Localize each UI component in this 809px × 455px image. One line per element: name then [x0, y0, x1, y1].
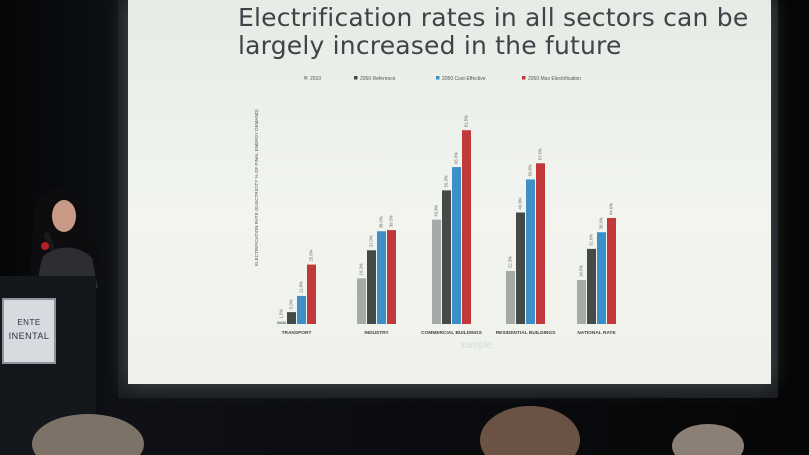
podium-sign-line: ENTE [17, 318, 41, 327]
chart-legend: 2010 2050 Reference 2050 Cost-Effective 205… [304, 76, 581, 82]
legend-swatch [354, 76, 358, 80]
bar [536, 163, 545, 324]
bar [432, 219, 441, 324]
bar [297, 295, 306, 324]
bar [607, 217, 616, 324]
bar [506, 270, 515, 324]
bar [516, 212, 525, 324]
data-label: 18.5% [579, 265, 584, 277]
category-label: NATIONAL RATE [577, 330, 616, 336]
bar [462, 130, 471, 324]
legend-swatch [436, 76, 440, 80]
legend-swatch [522, 76, 526, 80]
data-label: 44.6% [609, 203, 614, 215]
data-label: 25.0% [309, 249, 314, 261]
legend-label: 2050 Cost-Effective [442, 76, 486, 82]
data-label: 22.3% [508, 256, 513, 268]
slide-title: Electrification rates in all sectors can… [238, 3, 749, 60]
bar [377, 231, 386, 324]
legend-label: 2010 [310, 76, 321, 82]
data-label: 67.6% [538, 148, 543, 160]
bar [442, 190, 451, 324]
data-label: 31.0% [369, 235, 374, 247]
data-label: 1.0% [279, 309, 284, 319]
bar [287, 312, 296, 324]
bar [452, 167, 461, 324]
bar [367, 250, 376, 324]
bar [577, 280, 586, 324]
data-label: 19.2% [359, 263, 364, 275]
bar [597, 232, 606, 324]
slide-watermark: xample [460, 340, 493, 351]
category-label: RESIDENTIAL BUILDINGS [496, 330, 556, 336]
data-label: 56.2% [444, 175, 449, 187]
data-label: 66.0% [454, 152, 459, 164]
category-labels: TRANSPORT INDUSTRY COMMERCIAL BUILDINGS RES… [282, 330, 617, 336]
data-label: 11.8% [299, 281, 304, 293]
data-label: 46.9% [518, 197, 523, 209]
legend-label: 2050 Max Electrification [528, 76, 581, 82]
data-label: 39.0% [379, 216, 384, 228]
y-axis-label: ELECTRIFICATION RATE (ELECTRICITY % OF F… [254, 109, 259, 266]
bar-chart: 2010 2050 Reference 2050 Cost-Effective 205… [254, 76, 617, 336]
bar [587, 248, 596, 324]
legend-label: 2050 Reference [360, 76, 396, 82]
bar [387, 230, 396, 324]
data-label: 38.6% [599, 217, 604, 229]
podium-sign-line: INENTAL [8, 331, 50, 341]
category-label: TRANSPORT [282, 330, 312, 336]
data-label: 31.6% [589, 234, 594, 246]
bar [357, 278, 366, 324]
podium-sign: ENTE INENTAL [2, 298, 56, 364]
data-label: 43.9% [434, 204, 439, 216]
data-label: 81.5% [464, 115, 469, 127]
bar [307, 264, 316, 324]
bars [277, 130, 616, 324]
legend-swatch [304, 76, 308, 80]
data-label: 39.5% [389, 215, 394, 227]
bar [277, 321, 286, 324]
data-labels: 1.0% 5.0% 11.8% 25.0% 19.2% 31.0% 39.0% 39.5% 43… [279, 115, 614, 319]
category-label: INDUSTRY [364, 330, 389, 336]
category-label: COMMERCIAL BUILDINGS [421, 330, 482, 336]
audience-heads [32, 406, 744, 455]
data-label: 60.8% [528, 164, 533, 176]
bar [526, 179, 535, 324]
data-label: 5.0% [289, 299, 294, 309]
